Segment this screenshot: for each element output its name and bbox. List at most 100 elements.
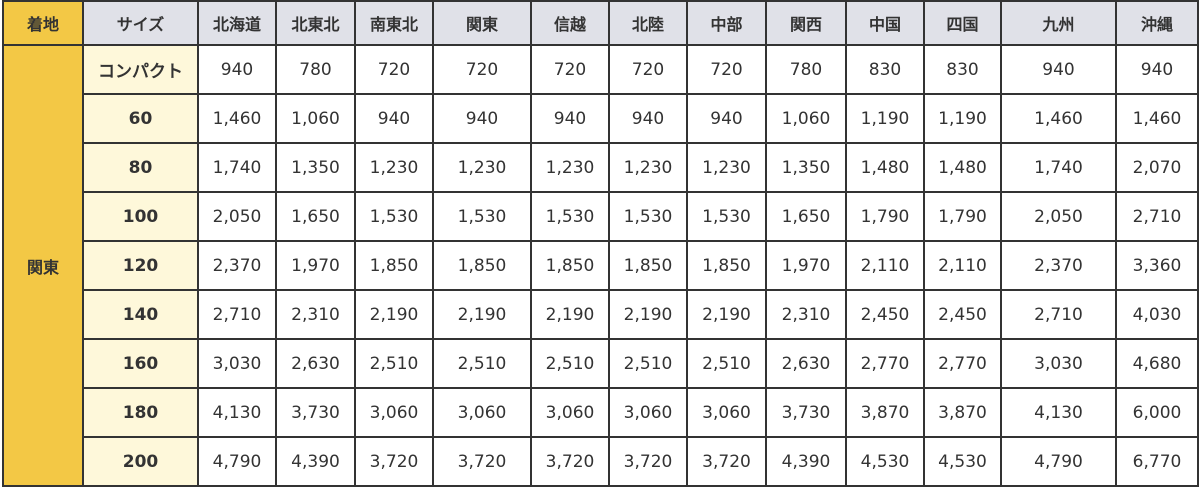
header-region: 北陸 [608, 0, 688, 46]
price-cell: 4,530 [923, 436, 1002, 487]
header-region: 南東北 [354, 0, 434, 46]
price-cell: 3,030 [1000, 338, 1117, 389]
header-region: 四国 [923, 0, 1002, 46]
price-cell: 1,530 [530, 191, 610, 242]
price-cell: 2,310 [765, 289, 847, 340]
price-cell: 1,970 [765, 240, 847, 291]
price-cell: 4,530 [845, 436, 925, 487]
price-cell: 3,060 [608, 387, 688, 438]
price-cell: 780 [275, 44, 356, 95]
price-cell: 3,720 [686, 436, 767, 487]
price-cell: 940 [1000, 44, 1117, 95]
header-region: 沖縄 [1115, 0, 1199, 46]
price-cell: 1,190 [923, 93, 1002, 144]
price-cell: 2,630 [765, 338, 847, 389]
price-cell: 2,070 [1115, 142, 1199, 193]
table-row: 180 4,130 3,730 3,060 3,060 3,060 3,060 3,060 3,… [3, 387, 1199, 438]
price-cell: 2,450 [923, 289, 1002, 340]
price-cell: 2,190 [530, 289, 610, 340]
table-row: 140 2,710 2,310 2,190 2,190 2,190 2,190 2,190 2,… [3, 289, 1199, 340]
price-cell: 1,790 [923, 191, 1002, 242]
price-cell: 2,190 [686, 289, 767, 340]
header-region: 中部 [686, 0, 767, 46]
price-cell: 1,230 [354, 142, 434, 193]
price-cell: 940 [686, 93, 767, 144]
header-region: 北東北 [275, 0, 356, 46]
price-cell: 2,710 [1000, 289, 1117, 340]
price-cell: 2,190 [608, 289, 688, 340]
size-label: 140 [82, 289, 199, 340]
price-cell: 4,790 [1000, 436, 1117, 487]
price-cell: 3,720 [530, 436, 610, 487]
price-cell: 1,850 [608, 240, 688, 291]
price-cell: 1,460 [1000, 93, 1117, 144]
size-label: 80 [82, 142, 199, 193]
table-row: 100 2,050 1,650 1,530 1,530 1,530 1,530 1,530 1,… [3, 191, 1199, 242]
price-cell: 2,190 [432, 289, 532, 340]
price-cell: 1,970 [275, 240, 356, 291]
table-row: 80 1,740 1,350 1,230 1,230 1,230 1,230 1,230 1,3… [3, 142, 1199, 193]
price-cell: 1,650 [765, 191, 847, 242]
size-label: 120 [82, 240, 199, 291]
price-cell: 1,060 [765, 93, 847, 144]
price-cell: 1,350 [275, 142, 356, 193]
header-region: 関東 [432, 0, 532, 46]
price-cell: 2,710 [1115, 191, 1199, 242]
size-label: 100 [82, 191, 199, 242]
price-cell: 1,850 [432, 240, 532, 291]
price-cell: 3,360 [1115, 240, 1199, 291]
price-cell: 3,030 [197, 338, 277, 389]
price-cell: 2,710 [197, 289, 277, 340]
price-cell: 1,530 [686, 191, 767, 242]
price-cell: 2,630 [275, 338, 356, 389]
price-cell: 6,770 [1115, 436, 1199, 487]
price-cell: 2,050 [197, 191, 277, 242]
price-cell: 780 [765, 44, 847, 95]
price-cell: 3,720 [608, 436, 688, 487]
price-cell: 2,310 [275, 289, 356, 340]
price-cell: 3,730 [765, 387, 847, 438]
price-cell: 1,230 [530, 142, 610, 193]
price-cell: 1,850 [530, 240, 610, 291]
price-cell: 1,350 [765, 142, 847, 193]
price-cell: 1,460 [197, 93, 277, 144]
price-cell: 2,450 [845, 289, 925, 340]
price-cell: 4,790 [197, 436, 277, 487]
header-region: 関西 [765, 0, 847, 46]
price-cell: 4,130 [197, 387, 277, 438]
price-cell: 940 [432, 93, 532, 144]
header-region: 北海道 [197, 0, 277, 46]
price-cell: 2,510 [354, 338, 434, 389]
price-cell: 720 [608, 44, 688, 95]
price-cell: 2,510 [686, 338, 767, 389]
header-row: 着地 サイズ 北海道 北東北 南東北 関東 信越 北陸 中部 関西 中国 四国 九州 沖縄 [2, 0, 1199, 46]
price-cell: 1,850 [354, 240, 434, 291]
price-cell: 1,230 [686, 142, 767, 193]
price-cell: 1,230 [608, 142, 688, 193]
price-cell: 720 [530, 44, 610, 95]
price-cell: 1,190 [845, 93, 925, 144]
table-row: 120 2,370 1,970 1,850 1,850 1,850 1,850 1,850 1,… [3, 240, 1199, 291]
price-cell: 2,770 [845, 338, 925, 389]
price-cell: 1,650 [275, 191, 356, 242]
price-cell: 720 [354, 44, 434, 95]
price-cell: 940 [608, 93, 688, 144]
price-cell: 940 [530, 93, 610, 144]
origin-region: 関東 [2, 44, 84, 487]
header-destination: 着地 [2, 0, 84, 46]
price-cell: 1,530 [608, 191, 688, 242]
price-cell: 940 [197, 44, 277, 95]
price-cell: 830 [923, 44, 1002, 95]
price-cell: 1,460 [1115, 93, 1199, 144]
table-row: 160 3,030 2,630 2,510 2,510 2,510 2,510 2,510 2,… [3, 338, 1199, 389]
price-cell: 2,110 [923, 240, 1002, 291]
price-cell: 4,390 [765, 436, 847, 487]
size-label: 60 [82, 93, 199, 144]
size-label: 180 [82, 387, 199, 438]
price-cell: 940 [354, 93, 434, 144]
price-cell: 1,530 [354, 191, 434, 242]
price-cell: 6,000 [1115, 387, 1199, 438]
price-cell: 1,850 [686, 240, 767, 291]
price-cell: 720 [686, 44, 767, 95]
price-cell: 1,230 [432, 142, 532, 193]
